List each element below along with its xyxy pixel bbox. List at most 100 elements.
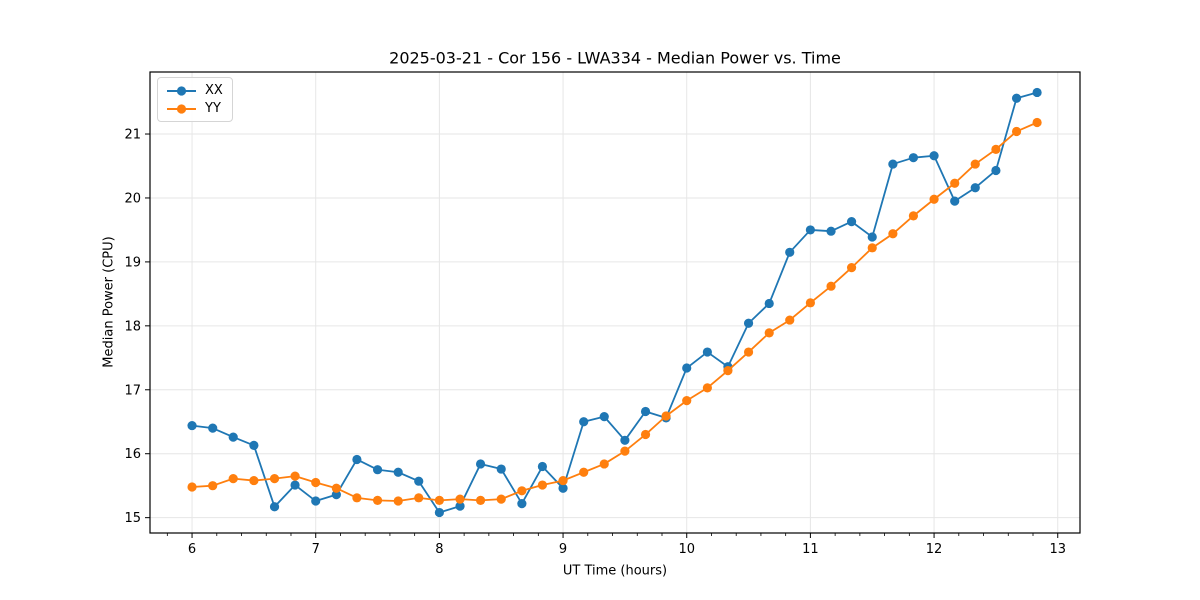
series-yy-marker [764,328,774,338]
series-yy-marker [537,480,548,490]
xx-line-swatch [167,85,196,96]
series-yy-marker [1032,117,1042,128]
x-tick-label: 7 [312,542,320,557]
series-xx-marker [475,459,486,469]
x-tick-label: 6 [188,542,196,557]
x-axis-label: UT Time (hours) [562,563,668,579]
series-xx-marker [826,226,836,236]
series-yy-marker [208,481,218,491]
series-xx-marker [269,502,280,512]
series-xx-marker [620,435,630,445]
series-xx-marker [805,225,815,235]
series-yy-marker [393,496,403,506]
series-yy-marker [331,483,341,493]
series-yy-marker [434,495,444,505]
series-yy-marker [579,467,589,477]
x-tick-label: 10 [678,542,695,557]
series-xx-marker [434,507,444,518]
chart-title: 2025-03-21 - Cor 156 - LWA334 - Median P… [389,48,841,68]
series-yy-marker [970,159,980,169]
series-yy-marker [1011,126,1022,137]
series-yy-marker [187,482,197,492]
series-yy-marker [723,365,733,376]
yy-swatch-marker [176,103,187,114]
series-yy-line [191,121,1038,502]
series-yy-marker [475,495,486,505]
series-yy-marker [269,474,280,484]
series-xx-marker [950,196,960,206]
series-xx-marker [496,464,506,474]
series-yy-marker [414,493,424,503]
series-yy-marker [805,298,815,308]
series-xx-marker [372,465,383,475]
series-yy-marker [867,243,877,253]
series-xx-marker [579,417,589,427]
y-tick-label: 15 [124,511,141,526]
series-xx-marker [331,490,341,500]
series-xx-marker [517,498,527,509]
series-xx-marker [208,423,218,433]
series-xx-marker [290,480,300,490]
legend-label-yy: YY [205,101,221,116]
legend: XX YY [157,77,233,122]
series-xx-marker [640,406,651,417]
series-xx-marker [764,298,774,309]
series-xx-marker [558,483,568,493]
x-tick-label: 8 [435,542,443,557]
series-xx-marker [599,412,609,422]
y-tick-label: 18 [124,319,141,334]
series-xx-marker [352,454,362,465]
series-yy-marker [496,494,506,504]
series-yy-marker [682,396,692,406]
series-yy-marker [311,477,321,488]
series-xx-marker [785,247,795,257]
series-yy-marker [352,493,362,503]
series-xx-marker [393,467,403,477]
legend-label-xx: XX [205,83,223,98]
xx-swatch-marker [176,85,187,96]
series-yy-marker [599,459,609,469]
series-xx-marker [537,461,548,472]
y-tick-label: 20 [124,191,141,206]
series-yy-marker [290,471,300,481]
series-yy-marker [249,475,259,486]
series-xx-marker [311,496,321,506]
series-yy-marker [785,315,795,325]
series-xx-marker [228,432,238,442]
plot-border [149,71,1081,534]
y-tick-label: 17 [124,383,141,398]
series-yy-marker [743,347,754,357]
x-tick-label: 12 [926,542,943,557]
x-tick-label: 9 [559,542,567,557]
series-yy-marker [558,475,568,486]
series-yy-marker [846,263,857,273]
x-tick-label: 11 [802,542,819,557]
series-xx-marker [414,476,424,486]
series-xx-marker [970,183,980,193]
series-yy-marker [372,495,383,505]
series-yy-marker [661,411,671,421]
series-xx-marker [682,363,692,373]
series-xx-marker [455,501,465,511]
series-yy-marker [517,486,527,496]
series-xx-marker [1011,93,1022,103]
series-yy-marker [991,144,1001,154]
series-yy-marker [620,446,630,456]
series-xx-marker [867,232,877,242]
x-tick-label: 13 [1049,542,1066,557]
series-yy-marker [908,211,919,221]
series-yy-marker [702,383,712,393]
series-xx-marker [888,159,898,169]
series-xx-marker [702,347,712,357]
series-xx-marker [846,217,857,227]
y-tick-label: 16 [124,447,141,462]
series-xx-marker [743,318,754,328]
series-yy-marker [950,178,960,188]
series-yy-marker [455,494,465,504]
yy-line-swatch [167,103,196,114]
y-tick-label: 19 [124,255,141,270]
series-xx-marker [1032,87,1042,98]
legend-item-xx: XX [165,83,223,98]
